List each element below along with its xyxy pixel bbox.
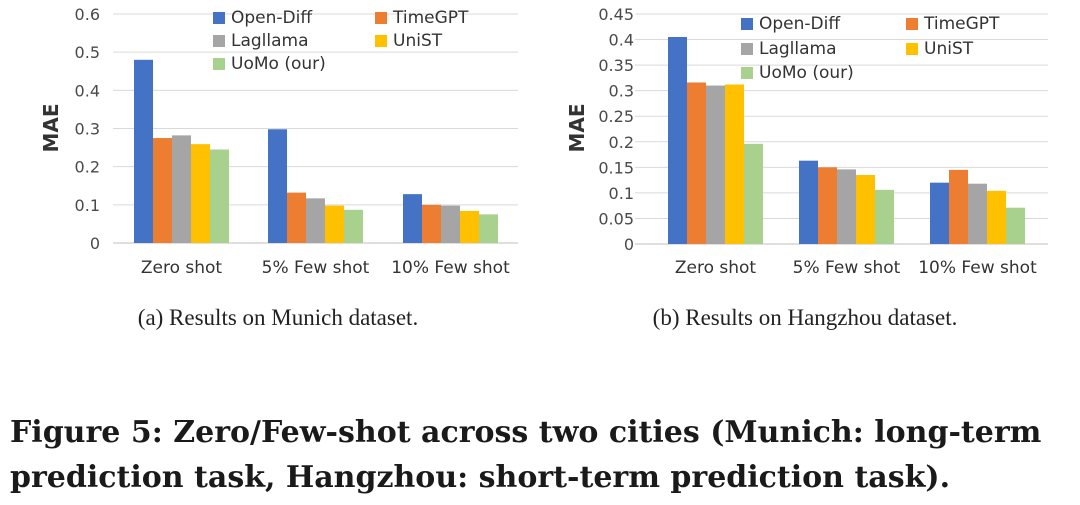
bar-unist-10-few-shot xyxy=(460,210,479,243)
bar-timegpt-zero-shot xyxy=(687,82,706,244)
legend-swatch-lagllama xyxy=(213,35,225,47)
bar-timegpt-zero-shot xyxy=(153,138,172,243)
y-tick-label: 0.45 xyxy=(598,5,634,24)
bar-unist-5-few-shot xyxy=(856,175,875,244)
chart-hangzhou: 0 0.05 0.1 0.15 0.2 0.25 0.3 0.35 0.4 0.45 MAE Zero… xyxy=(565,5,1048,278)
bar-timegpt-10-few-shot xyxy=(422,204,441,243)
y-axis-label: MAE xyxy=(565,103,589,152)
bar-open-diff-zero-shot xyxy=(134,59,153,243)
bar-open-diff-5-few-shot xyxy=(268,129,287,243)
legend-label-timegpt: TimeGPT xyxy=(392,8,469,28)
legend-label-timegpt: TimeGPT xyxy=(923,14,1000,34)
legend-swatch-open-diff xyxy=(213,12,225,24)
bar-lagllama-5-few-shot xyxy=(306,198,325,243)
bar-uomo-our-10-few-shot xyxy=(479,214,498,243)
y-tick-label: 0.2 xyxy=(609,133,634,152)
bar-timegpt-10-few-shot xyxy=(949,169,968,244)
legend-label-unist: UniST xyxy=(924,39,974,59)
y-tick-label: 0.6 xyxy=(75,5,100,24)
bar-open-diff-10-few-shot xyxy=(403,194,422,243)
y-tick-label: 0.1 xyxy=(609,184,634,203)
y-tick-label: 0.05 xyxy=(598,209,634,228)
bar-uomo-our-zero-shot xyxy=(744,143,763,244)
legend-swatch-open-diff xyxy=(741,18,753,30)
y-axis-label: MAE xyxy=(39,103,63,152)
y-tick-label: 0.25 xyxy=(598,107,634,126)
bar-timegpt-5-few-shot xyxy=(818,167,837,244)
category-label: Zero shot xyxy=(141,258,223,278)
bar-lagllama-zero-shot xyxy=(172,135,191,243)
y-tick-label: 0.4 xyxy=(609,31,634,50)
bar-unist-zero-shot xyxy=(191,144,210,243)
y-tick-label: 0 xyxy=(90,234,100,253)
y-tick-label: 0.3 xyxy=(609,82,634,101)
bar-uomo-our-5-few-shot xyxy=(875,189,894,244)
y-tick-label: 0.35 xyxy=(598,56,634,75)
legend-label-unist: UniST xyxy=(393,31,443,51)
bar-lagllama-zero-shot xyxy=(706,85,725,244)
y-tick-label: 0.3 xyxy=(75,120,100,139)
bar-lagllama-10-few-shot xyxy=(968,183,987,244)
bar-open-diff-zero-shot xyxy=(668,37,687,244)
category-label: Zero shot xyxy=(675,258,757,278)
bar-timegpt-5-few-shot xyxy=(287,192,306,243)
bar-open-diff-5-few-shot xyxy=(799,160,818,244)
caption-hangzhou: (b) Results on Hangzhou dataset. xyxy=(653,305,958,330)
bar-lagllama-10-few-shot xyxy=(441,205,460,243)
bar-open-diff-10-few-shot xyxy=(930,182,949,244)
legend-label-uomo-our: UoMo (our) xyxy=(759,63,854,83)
y-tick-label: 0.1 xyxy=(75,196,100,215)
y-tick-label: 0.2 xyxy=(75,158,100,177)
category-label: 5% Few shot xyxy=(793,258,901,278)
legend-swatch-timegpt xyxy=(906,18,918,30)
legend-label-lagllama: Lagllama xyxy=(231,31,309,51)
y-tick-label: 0.5 xyxy=(75,43,100,62)
y-tick-label: 0 xyxy=(624,235,634,254)
legend-swatch-uomo-our xyxy=(741,67,753,79)
bar-unist-10-few-shot xyxy=(987,190,1006,244)
bar-unist-zero-shot xyxy=(725,84,744,245)
legend-label-uomo-our: UoMo (our) xyxy=(231,54,326,74)
legend-swatch-lagllama xyxy=(741,43,753,55)
legend-label-open-diff: Open-Diff xyxy=(231,8,313,28)
bar-uomo-our-5-few-shot xyxy=(344,209,363,243)
legend-swatch-unist xyxy=(906,43,918,55)
legend-label-open-diff: Open-Diff xyxy=(759,14,841,34)
caption-munich: (a) Results on Munich dataset. xyxy=(138,305,418,330)
legend-swatch-uomo-our xyxy=(213,58,225,70)
category-label: 10% Few shot xyxy=(391,258,510,278)
figure-caption-line1: Figure 5: Zero/Few-shot across two citie… xyxy=(10,415,1042,450)
figure-caption-line2: prediction task, Hangzhou: short-term pr… xyxy=(10,460,950,495)
category-label: 5% Few shot xyxy=(262,258,370,278)
chart-munich: 0 0.1 0.2 0.3 0.4 0.5 0.6 MAE Zero shot 5% Few sh… xyxy=(39,5,518,278)
y-tick-label: 0.4 xyxy=(75,81,100,100)
legend-label-lagllama: Lagllama xyxy=(759,39,837,59)
bar-lagllama-5-few-shot xyxy=(837,169,856,244)
legend-swatch-unist xyxy=(375,35,387,47)
category-label: 10% Few shot xyxy=(918,258,1037,278)
bar-unist-5-few-shot xyxy=(325,205,344,243)
bar-uomo-our-zero-shot xyxy=(210,149,229,243)
y-tick-label: 0.15 xyxy=(598,158,634,177)
legend-swatch-timegpt xyxy=(375,12,387,24)
bar-uomo-our-10-few-shot xyxy=(1006,207,1025,244)
